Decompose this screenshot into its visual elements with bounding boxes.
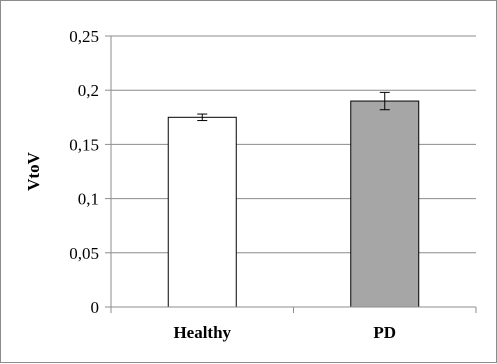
x-tick-label: Healthy: [173, 323, 231, 342]
y-tick-label: 0,05: [69, 244, 99, 263]
y-tick-labels: 0 0,05 0,1 0,15 0,2 0,25: [69, 27, 99, 317]
error-bars: [197, 91, 390, 122]
bars: [167, 100, 420, 308]
y-tick-label: 0,25: [69, 27, 99, 46]
x-tick-label: PD: [373, 323, 396, 342]
y-tick-label: 0,1: [78, 190, 99, 209]
x-tick-labels: Healthy PD: [173, 323, 396, 342]
y-tick-label: 0,2: [78, 81, 99, 100]
bar-healthy: [167, 116, 237, 308]
y-tick-label: 0,15: [69, 135, 99, 154]
bar-pd: [350, 100, 420, 308]
y-axis-label: VtoV: [24, 151, 43, 190]
axes: [110, 36, 477, 313]
gridlines: [105, 35, 476, 308]
y-tick-label: 0: [91, 298, 100, 317]
